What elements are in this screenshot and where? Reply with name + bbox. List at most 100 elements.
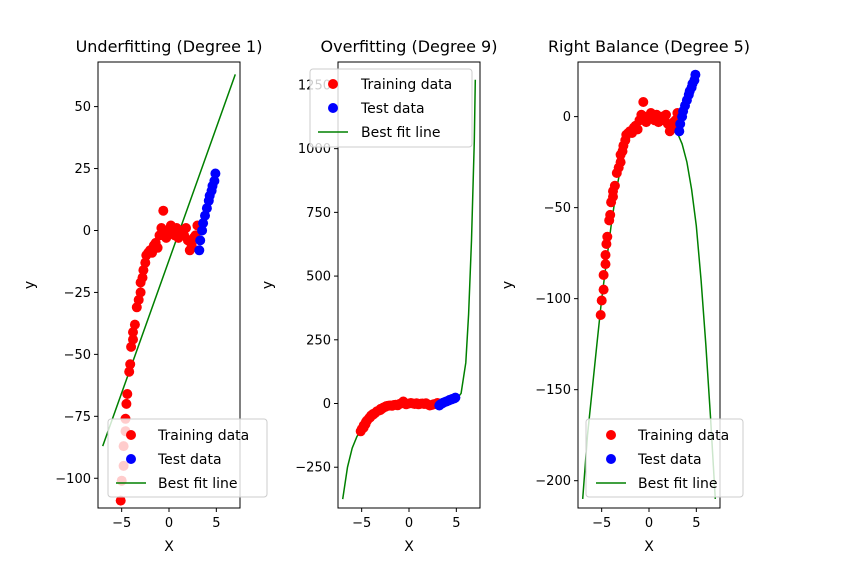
training-point <box>605 209 616 220</box>
test-point <box>198 218 209 229</box>
training-point <box>158 205 169 216</box>
training-point <box>638 97 649 107</box>
subplot-underfitting: Underfitting (Degree 1) X y −5 0 5−100−75−… <box>22 37 268 555</box>
y-tick-label: 0 <box>83 224 91 239</box>
x-tick-label: −5 <box>112 516 131 531</box>
test-point <box>209 175 220 186</box>
training-point <box>661 109 671 120</box>
subplot-right-balance: Right Balance (Degree 5) X y −5 0 5−200−15… <box>500 37 750 555</box>
legend: Training data Test data Best fit line <box>585 418 744 498</box>
y-tick-label: 50 <box>74 100 91 115</box>
y-axis-label: y <box>22 281 38 289</box>
training-point <box>122 389 133 399</box>
test-point <box>210 168 221 179</box>
subplot-overfitting: Overfitting (Degree 9) X y −5 0 5 −250 0 250 5… <box>260 37 497 555</box>
training-point <box>137 272 148 283</box>
legend-test-marker <box>126 454 136 464</box>
training-point <box>128 334 138 345</box>
y-tick-label: 750 <box>306 206 331 221</box>
training-point <box>598 270 609 280</box>
x-tick-label: −5 <box>352 516 371 531</box>
training-point <box>600 259 611 270</box>
x-tick-label: 5 <box>212 516 220 531</box>
y-tick-label: −200 <box>535 474 571 489</box>
legend-training-marker <box>126 430 136 440</box>
subplot-title: Underfitting (Degree 1) <box>76 37 263 56</box>
x-tick-label: 0 <box>405 516 413 531</box>
training-point <box>125 359 136 370</box>
y-tick-label: 500 <box>306 270 331 285</box>
plot-area: −5 0 5−200−150−100−500 <box>535 61 721 531</box>
data-layer <box>341 79 477 500</box>
y-tick-label: −50 <box>544 201 571 216</box>
legend-fit-label: Best fit line <box>361 125 440 141</box>
legend-test-marker <box>606 454 616 464</box>
y-tick-label: 250 <box>306 333 331 348</box>
plot-area: −505−250025050075010001250 <box>295 61 481 531</box>
legend-fit-label: Best fit line <box>638 476 717 492</box>
legend-training-label: Training data <box>360 77 452 93</box>
training-point <box>124 366 135 377</box>
x-axis-label: X <box>404 539 414 555</box>
legend-frame <box>107 418 268 498</box>
training-point <box>600 250 611 260</box>
test-point <box>197 225 208 236</box>
training-point <box>596 295 607 306</box>
y-tick-label: 25 <box>74 162 91 177</box>
y-tick-label: −100 <box>535 292 571 307</box>
legend-test-label: Test data <box>637 452 702 468</box>
subplot-title: Right Balance (Degree 5) <box>548 37 750 56</box>
legend-training-label: Training data <box>157 428 249 444</box>
x-tick-label: 5 <box>452 516 460 531</box>
y-tick-label: 0 <box>563 110 571 125</box>
legend-frame <box>585 418 744 498</box>
y-tick-label: −50 <box>64 348 91 363</box>
y-tick-label: 0 <box>323 397 331 412</box>
test-point <box>674 126 685 137</box>
legend: Training data Test data Best fit line <box>309 68 473 148</box>
legend-fit-label: Best fit line <box>158 476 237 492</box>
training-point <box>140 257 151 268</box>
data-layer <box>581 69 717 499</box>
training-point <box>632 124 643 135</box>
legend-training-marker <box>606 430 616 440</box>
training-point <box>609 180 620 191</box>
training-point <box>602 231 613 242</box>
legend-frame <box>309 68 473 148</box>
training-point <box>186 240 197 251</box>
y-axis-label: y <box>260 281 276 289</box>
best-fit-line <box>101 74 237 447</box>
training-point <box>615 157 626 168</box>
legend-training-label: Training data <box>637 428 729 444</box>
y-tick-label: −25 <box>64 286 91 301</box>
test-point <box>450 392 461 403</box>
training-point <box>595 310 606 320</box>
training-point <box>135 287 146 298</box>
training-point <box>152 242 163 253</box>
y-tick-label: −100 <box>55 472 91 487</box>
training-point <box>121 398 132 409</box>
y-tick-label: −250 <box>295 461 331 476</box>
test-point <box>690 69 701 80</box>
training-point <box>181 223 191 233</box>
training-point <box>115 495 126 506</box>
legend-training-marker <box>328 79 338 89</box>
y-axis-label: y <box>500 281 516 289</box>
training-point <box>598 284 609 295</box>
legend: Training data Test data Best fit line <box>107 418 268 498</box>
y-tick-label: −150 <box>535 383 571 398</box>
x-tick-label: 0 <box>165 516 173 531</box>
subplot-title: Overfitting (Degree 9) <box>321 37 498 56</box>
legend-test-label: Test data <box>157 452 222 468</box>
test-point <box>195 235 206 246</box>
training-point <box>133 294 144 305</box>
x-tick-label: 0 <box>645 516 653 531</box>
legend-test-label: Test data <box>360 101 425 117</box>
y-tick-label: −75 <box>64 410 91 425</box>
x-axis-label: X <box>644 539 654 555</box>
x-tick-label: −5 <box>592 516 611 531</box>
x-tick-label: 5 <box>692 516 700 531</box>
training-point <box>128 327 138 338</box>
